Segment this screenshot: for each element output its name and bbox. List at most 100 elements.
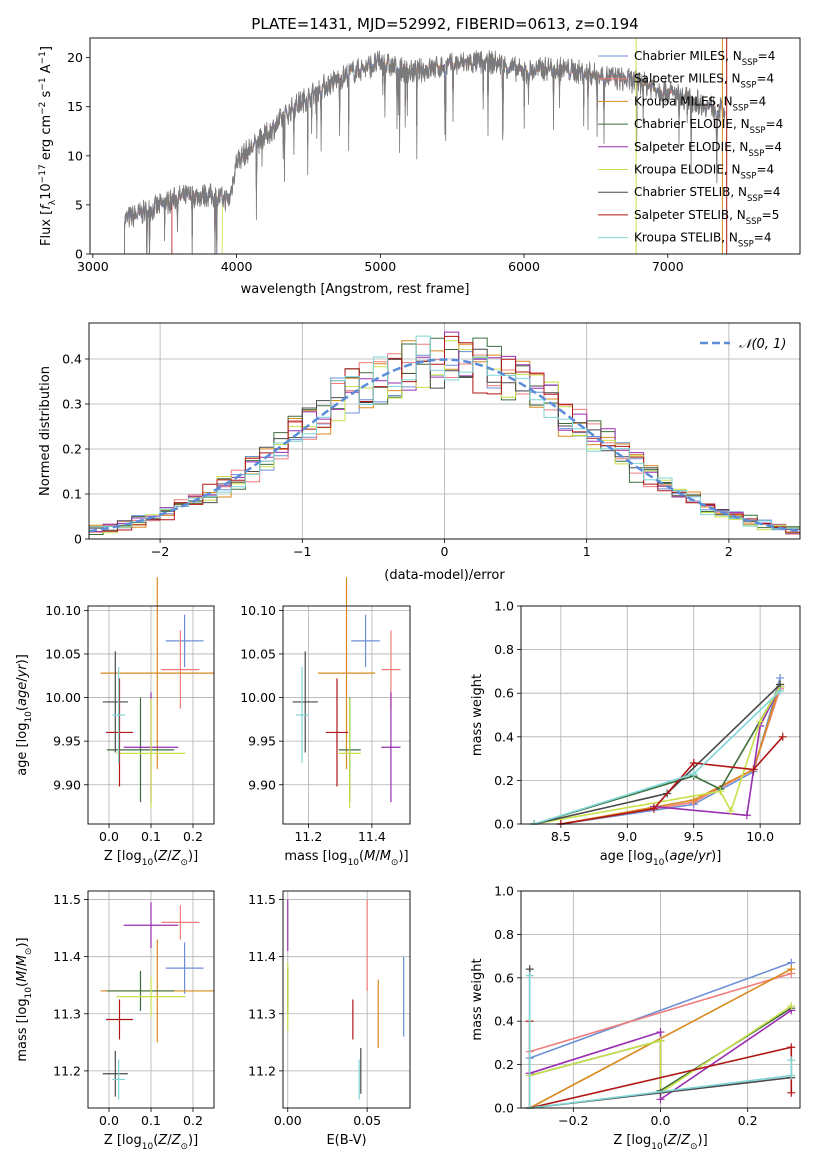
x-tick-label: 11.4 (358, 829, 386, 844)
y-tick-label: 0.2 (494, 773, 514, 788)
mass_vs_EBV-axes: 0.00 0.05 11.2 11.3 11.4 11.5 (248, 891, 410, 1128)
weight-line-chabrier_miles (560, 677, 781, 825)
weight-marker-kroupa_elodie (756, 717, 765, 726)
y-tick-label: 11.3 (248, 1006, 276, 1021)
mass_weight_vs_age-frame (520, 605, 801, 825)
weight-marker-kroupa_stelib (787, 1056, 796, 1065)
weight-marker-kroupa_stelib (776, 687, 785, 696)
y-tick-label: 0 (74, 532, 82, 547)
weight-line-kroupa_miles (560, 684, 781, 825)
x-tick-label: 3000 (77, 259, 109, 274)
x-tick-label: 10.0 (746, 829, 774, 844)
observed-spectrum (124, 50, 726, 254)
residual_histogram-axes: −2 −1 0 1 2 0 0.1 0.2 0.3 0.4 (62, 323, 800, 559)
weight-marker-kroupa_elodie (787, 1002, 796, 1011)
y-tick-label: 0.2 (494, 1057, 514, 1072)
y-tick-label: 5 (75, 197, 83, 212)
weight-marker-salpeter_stelib (749, 765, 758, 774)
weight-marker-salpeter_stelib (787, 1088, 796, 1097)
y-axis-label: Flux [fλ10−17 erg cm−2 s−1 A−1] (38, 46, 58, 246)
y-tick-label: 1.0 (494, 884, 514, 899)
weight-marker-salpeter_elodie (742, 811, 751, 820)
x-tick-label: 6000 (508, 259, 540, 274)
mass_vs_Z-frame (87, 890, 215, 1109)
x-axis-label: wavelength [Angstrom, rest frame] (241, 282, 470, 297)
weight-line-chabrier_elodie (534, 686, 781, 825)
legend-label-salpeter_elodie: Salpeter ELODIE, NSSP=4 (634, 140, 782, 159)
x-tick-label: 1 (583, 544, 591, 559)
x-axis-label: Z [log10(Z/Z⊙)] (104, 849, 198, 868)
y-axis-label: mass weight (470, 958, 485, 1040)
histogram-kroupa_stelib (89, 335, 800, 534)
age_vs_Z-points (100, 577, 214, 809)
x-axis-label: Z [log10(Z/Z⊙)] (104, 1133, 198, 1152)
weight-line-kroupa_elodie (534, 686, 781, 825)
weight-marker-kroupa_elodie (656, 1036, 665, 1045)
y-tick-label: 0.4 (494, 1014, 514, 1029)
y-tick-label: 10 (67, 148, 83, 163)
y-tick-label: 10.10 (240, 603, 276, 618)
spectrum-legend: Chabrier MILES, NSSP=4 Salpeter MILES, NS… (598, 49, 783, 250)
legend-label-salpeter_miles: Salpeter MILES, NSSP=4 (634, 72, 774, 91)
y-tick-label: 0.2 (62, 442, 82, 457)
weight-marker-kroupa_elodie (726, 806, 735, 815)
legend-label-kroupa_elodie: Kroupa ELODIE, NSSP=4 (634, 163, 774, 182)
y-tick-label: 10.00 (240, 690, 276, 705)
weight-marker-kroupa_miles (787, 965, 796, 974)
x-tick-label: −0.2 (558, 1113, 588, 1128)
y-tick-label: 1.0 (494, 599, 514, 614)
mass_vs_EBV-frame (282, 890, 411, 1109)
x-tick-label: 0.2 (183, 1113, 203, 1128)
x-tick-label: 11.2 (294, 829, 322, 844)
x-tick-label: 0.05 (353, 1113, 381, 1128)
mass_weight_vs_Z-frame (520, 890, 801, 1109)
y-tick-label: 11.2 (53, 1063, 81, 1078)
weight-line-kroupa_elodie (529, 1005, 792, 1095)
x-tick-label: 2 (725, 544, 733, 559)
x-tick-label: 5000 (364, 259, 396, 274)
weight-marker-salpeter_stelib (787, 1043, 796, 1052)
normal-curve (89, 358, 800, 533)
weight-marker-kroupa_stelib (787, 1071, 796, 1080)
y-axis-label: age [log10(age/yr)] (15, 654, 34, 776)
y-tick-label: 0.4 (494, 729, 514, 744)
weight-marker-salpeter_stelib (689, 758, 698, 767)
y-tick-label: 0.0 (494, 1101, 514, 1116)
weight-marker-salpeter_elodie (656, 1028, 665, 1037)
age_vs_Z-frame (87, 605, 215, 825)
age_vs_Z-axes: 0.0 0.1 0.2 9.90 9.95 10.00 10.05 10.10 (45, 603, 214, 844)
y-tick-label: 11.2 (248, 1063, 276, 1078)
mass_vs_EBV-points (287, 899, 405, 1100)
hist-plot (89, 331, 800, 535)
x-tick-label: 4000 (221, 259, 253, 274)
x-tick-label: 0.00 (274, 1113, 302, 1128)
y-tick-label: 11.3 (53, 1006, 81, 1021)
weight-marker-kroupa_stelib (525, 971, 534, 980)
x-tick-label: −2 (151, 544, 169, 559)
y-tick-label: 20 (67, 50, 83, 65)
weight-marker-kroupa_stelib (689, 769, 698, 778)
y-tick-label: 9.95 (248, 734, 276, 749)
x-tick-label: 0.1 (141, 829, 161, 844)
x-axis-label: mass [log10(M/M⊙)] (284, 849, 408, 868)
y-tick-label: 10.05 (240, 646, 276, 661)
legend-label-chabrier_elodie: Chabrier ELODIE, NSSP=4 (634, 117, 783, 136)
x-tick-label: 0.1 (141, 1113, 161, 1128)
spectrum-plot (124, 38, 728, 254)
y-tick-label: 11.4 (53, 949, 81, 964)
y-tick-label: 0.8 (494, 927, 514, 942)
hist-frame (88, 322, 801, 540)
y-tick-label: 0.6 (494, 970, 514, 985)
x-tick-label: 0.2 (183, 829, 203, 844)
mass_weight_vs_age-lines (530, 673, 787, 825)
legend-label-kroupa_stelib: Kroupa STELIB, NSSP=4 (634, 231, 772, 250)
y-tick-label: 0.6 (494, 686, 514, 701)
weight-marker-kroupa_elodie (716, 787, 725, 796)
x-axis-label: E(B-V) (326, 1133, 366, 1148)
legend-label-kroupa_miles: Kroupa MILES, NSSP=4 (634, 94, 766, 113)
y-tick-label: 10.10 (45, 603, 81, 618)
x-tick-label: 9.5 (684, 829, 704, 844)
x-tick-label: 0.0 (99, 829, 119, 844)
y-tick-label: 15 (67, 99, 83, 114)
